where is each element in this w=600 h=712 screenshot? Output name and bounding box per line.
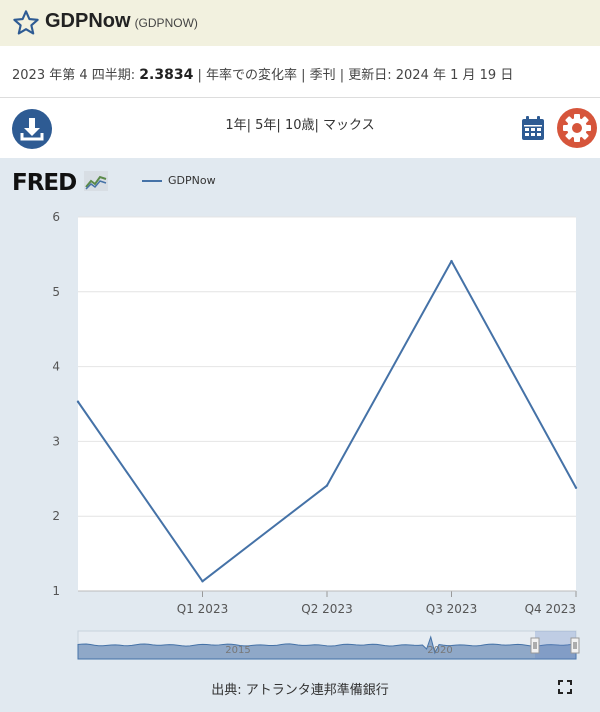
navigator-label: 2020 bbox=[427, 645, 452, 656]
latest-value: 2.3834 bbox=[139, 67, 194, 83]
page-title: GDPNow (GDPNOW) bbox=[45, 10, 198, 33]
download-icon bbox=[20, 118, 44, 141]
y-tick-label: 3 bbox=[52, 434, 60, 448]
fred-logo[interactable]: FRED bbox=[12, 170, 109, 196]
meta-details: | 年率での変化率 | 季刊 | 更新日: 2024 年 1 月 19 日 bbox=[197, 68, 514, 83]
range-separator: | bbox=[246, 118, 251, 133]
data-point bbox=[201, 580, 204, 583]
range-5y[interactable]: 5年 bbox=[255, 118, 277, 133]
range-separator: | bbox=[276, 118, 281, 133]
range-max[interactable]: マックス bbox=[323, 118, 375, 133]
navigator-handle[interactable] bbox=[530, 637, 540, 654]
legend: GDPNow bbox=[142, 174, 216, 187]
range-separator: | bbox=[314, 118, 319, 133]
x-tick-label: Q1 2023 bbox=[177, 602, 228, 616]
source-note: 出典: アトランタ連邦準備銀行 bbox=[211, 683, 389, 698]
data-point bbox=[325, 484, 329, 487]
range-selector: 1年| 5年| 10歳| マックス bbox=[0, 114, 600, 133]
fred-logo-icon bbox=[84, 171, 109, 191]
navigator-handle-grip bbox=[530, 637, 540, 654]
title-text: GDPNow bbox=[45, 10, 131, 32]
data-point bbox=[450, 259, 453, 263]
y-tick-label: 1 bbox=[52, 584, 60, 598]
x-tick-label: Q2 2023 bbox=[301, 602, 352, 616]
fullscreen-icon[interactable] bbox=[558, 680, 572, 694]
fred-logo-text: FRED bbox=[12, 170, 77, 196]
divider bbox=[0, 97, 600, 98]
star-icon[interactable] bbox=[12, 9, 40, 37]
range-10y[interactable]: 10歳 bbox=[284, 118, 315, 133]
y-tick-label: 4 bbox=[52, 360, 60, 374]
data-point bbox=[76, 400, 80, 403]
series-id: (GDPNOW) bbox=[134, 16, 198, 30]
series-meta: 2023 年第 4 四半期: 2.3834 | 年率での変化率 | 季刊 | 更… bbox=[12, 64, 513, 83]
download-button[interactable] bbox=[12, 109, 52, 149]
navigator-label: 2015 bbox=[225, 645, 250, 656]
navigator-handle-grip bbox=[570, 637, 580, 654]
navigator-series bbox=[77, 635, 577, 660]
legend-swatch bbox=[142, 180, 162, 182]
y-tick-label: 6 bbox=[52, 210, 60, 224]
range-1y[interactable]: 1年 bbox=[225, 118, 247, 133]
legend-label: GDPNow bbox=[168, 174, 216, 187]
x-tick-label: Q4 2023 bbox=[525, 602, 576, 616]
header: GDPNow (GDPNOW) bbox=[0, 0, 600, 46]
navigator: 2015 2020 bbox=[77, 630, 580, 660]
y-tick-label: 2 bbox=[52, 509, 60, 523]
period-label: 2023 年第 4 四半期: bbox=[12, 68, 136, 83]
gear-icon bbox=[563, 114, 591, 142]
navigator-selection bbox=[535, 631, 576, 659]
y-tick-label: 5 bbox=[52, 285, 60, 299]
calendar-icon[interactable] bbox=[519, 114, 547, 142]
settings-button[interactable] bbox=[557, 108, 597, 148]
plot-background bbox=[78, 217, 576, 591]
data-point bbox=[574, 486, 578, 489]
navigator-handle[interactable] bbox=[570, 637, 580, 654]
x-tick-label: Q3 2023 bbox=[426, 602, 477, 616]
